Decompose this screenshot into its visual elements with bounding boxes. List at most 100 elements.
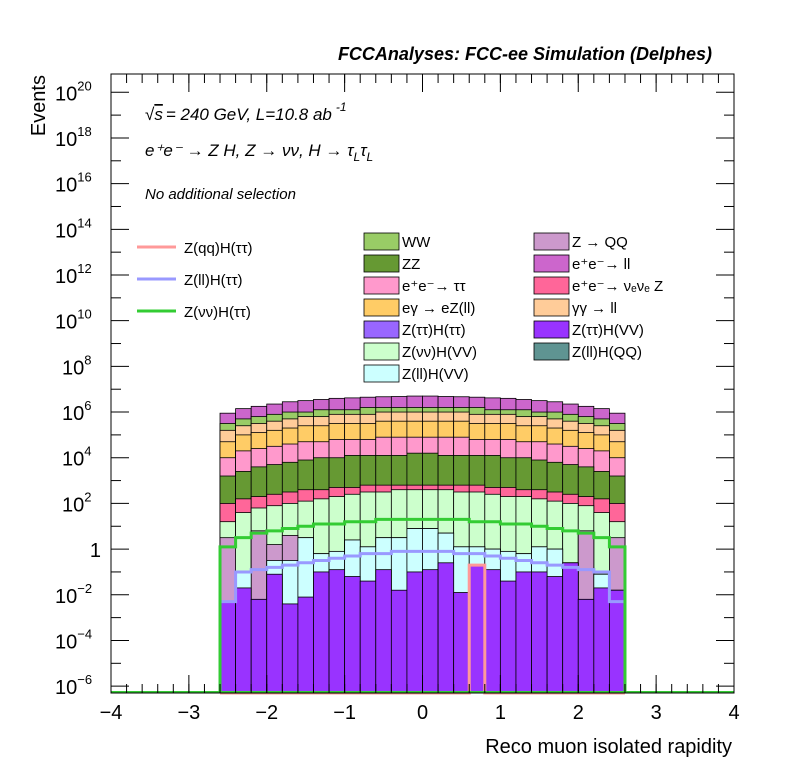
bar xyxy=(250,598,268,694)
line-Z(νν)H(ττ) xyxy=(218,517,627,693)
y-tick-base: 10 xyxy=(62,494,84,516)
y-tick-exp: 20 xyxy=(77,78,91,93)
bar xyxy=(515,571,532,694)
bar xyxy=(281,603,299,694)
y-tick-label: 104 xyxy=(62,444,91,471)
legend-label: Z(νν)H(VV) xyxy=(402,344,477,361)
y-tick-base: 10 xyxy=(55,220,77,242)
x-tick-label: 4 xyxy=(728,702,739,724)
legend-label: Z(ττ)H(VV) xyxy=(572,322,644,339)
y-tick-exp: 14 xyxy=(77,215,91,230)
process-sub-2: L xyxy=(367,150,374,164)
bar xyxy=(577,598,595,694)
y-tick-label: 106 xyxy=(62,398,91,425)
legend-label: Z(ττ)H(ττ) xyxy=(402,322,466,339)
bar xyxy=(531,571,548,694)
legend-line-label: Z(νν)H(ττ) xyxy=(184,304,251,321)
x-tick-label: 2 xyxy=(573,702,584,724)
y-tick-base: 10 xyxy=(62,357,84,379)
bar xyxy=(297,596,314,694)
y-tick-label: 10−6 xyxy=(55,672,92,699)
bar xyxy=(546,576,564,694)
y-tick-exp: −4 xyxy=(77,626,92,641)
legend-line-label: Z(ll)H(ττ) xyxy=(184,272,243,289)
y-tick-base: 10 xyxy=(55,175,77,197)
y-tick-label: 1018 xyxy=(55,124,92,151)
legend-swatch xyxy=(363,254,400,273)
y-tick-base: 10 xyxy=(55,312,77,334)
legend-line-label: Z(qq)H(ττ) xyxy=(184,240,253,257)
y-tick-base: 10 xyxy=(55,266,77,288)
legend-swatch xyxy=(363,232,400,251)
process-sub-1: L xyxy=(354,150,361,164)
y-tick-label: 10−4 xyxy=(55,626,92,653)
bar xyxy=(359,580,377,694)
legend-swatch xyxy=(363,276,400,295)
y-tick-base: 10 xyxy=(62,449,84,471)
legend-label: e⁺e⁻→ ll xyxy=(572,256,630,273)
line-Z(ll)H(ττ) xyxy=(218,549,627,693)
bar xyxy=(499,580,517,694)
legend-swatch xyxy=(363,298,400,317)
y-tick-exp: 4 xyxy=(84,444,91,459)
y-tick-label: 10−2 xyxy=(55,581,92,608)
y-axis-label: Events xyxy=(28,75,50,136)
bar xyxy=(437,562,455,694)
y-tick-exp: 16 xyxy=(77,170,91,185)
bars-Z(ττ)H(VV) xyxy=(219,562,626,694)
process-main: e⁺e⁻ → Z H, Z → νν, H → τ xyxy=(145,141,355,160)
bar xyxy=(219,601,236,694)
legend-label: γγ → ll xyxy=(572,300,617,317)
x-tick-label: 1 xyxy=(495,702,506,724)
stacked-bars xyxy=(219,395,626,694)
legend-swatch xyxy=(533,232,570,251)
legend-label: e⁺e⁻→ νₑνₑ Z xyxy=(572,278,663,295)
bar xyxy=(328,569,346,694)
bar xyxy=(468,564,486,694)
x-tick-label: 0 xyxy=(417,702,428,724)
legend-label: eγ → eZ(ll) xyxy=(402,300,475,317)
y-tick-base: 10 xyxy=(55,129,77,151)
y-tick-label: 1016 xyxy=(55,170,92,197)
y-tick-exp: −2 xyxy=(77,581,92,596)
x-tick-label: 3 xyxy=(651,702,662,724)
y-tick-label: 1 xyxy=(90,540,101,562)
bar xyxy=(422,569,439,694)
process-tau-2: τ xyxy=(360,141,368,160)
x-tick-label: −4 xyxy=(100,702,123,724)
bar xyxy=(406,571,423,694)
x-axis-label: Reco muon isolated rapidity xyxy=(485,736,732,758)
bar xyxy=(484,569,501,694)
y-tick-label: 1020 xyxy=(55,78,92,105)
bar xyxy=(375,569,392,694)
y-tick-label: 1014 xyxy=(55,215,92,242)
bar xyxy=(313,571,330,694)
y-tick-base: 10 xyxy=(55,83,77,105)
legend-swatch xyxy=(533,254,570,273)
selection-annotation: No additional selection xyxy=(145,186,296,203)
bar xyxy=(609,589,626,694)
bar xyxy=(453,592,470,694)
energy-lumi-text: = 240 GeV, L=10.8 ab xyxy=(166,105,332,124)
process-annotation: e⁺e⁻ → Z H, Z → νν, H → τLτL xyxy=(145,141,373,164)
axes: −4 −3 −2 −1 0 1 2 3 4102010181016101410121010108… xyxy=(55,74,740,724)
y-tick-exp: 8 xyxy=(84,352,91,367)
y-tick-exp: 6 xyxy=(84,398,91,413)
y-tick-base: 10 xyxy=(62,403,84,425)
bar xyxy=(344,576,361,694)
y-tick-exp: 10 xyxy=(77,307,91,322)
legend-label: e⁺e⁻→ ττ xyxy=(402,278,466,295)
s-symbol: s xyxy=(154,105,163,124)
x-tick-label: −3 xyxy=(177,702,200,724)
y-tick-base: 10 xyxy=(55,586,77,608)
y-tick-exp: 12 xyxy=(77,261,91,276)
y-tick-label: 1010 xyxy=(55,307,92,334)
legend-swatch xyxy=(533,342,570,361)
legend-swatch xyxy=(363,320,400,339)
legend-label: ZZ xyxy=(402,256,420,273)
legend-label: Z(ll)H(QQ) xyxy=(572,344,642,361)
legend-label: Z(ll)H(VV) xyxy=(402,366,469,383)
legend-swatch xyxy=(533,320,570,339)
x-tick-label: −1 xyxy=(333,702,356,724)
